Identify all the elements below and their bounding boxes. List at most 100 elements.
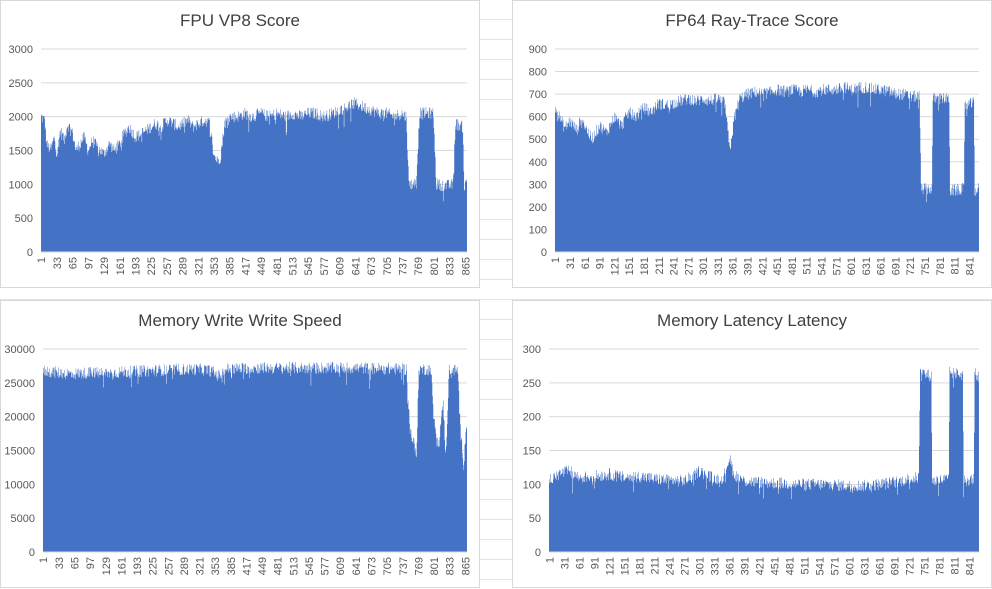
x-tick: 1: [550, 257, 562, 263]
x-tick: 61: [574, 557, 586, 569]
x-tick: 541: [817, 257, 829, 275]
x-tick: 321: [193, 257, 205, 275]
x-tick: 781: [935, 257, 947, 275]
x-tick-label: 417: [242, 557, 254, 575]
x-tick-label: 601: [846, 257, 858, 275]
x-tick-label: 385: [226, 557, 238, 575]
chart-fpu-vp8[interactable]: 0 500 1000 1500 2000 2500 3000 1 33 65 97 129 161 193…: [0, 0, 480, 288]
y-tick-label: 500: [529, 134, 547, 146]
x-tick-label: 737: [398, 257, 410, 275]
x-tick: 193: [132, 557, 144, 575]
x-tick: 609: [335, 257, 347, 275]
x-tick-label: 33: [54, 557, 66, 569]
x-tick: 421: [754, 557, 766, 575]
y-tick-label: 0: [535, 547, 541, 559]
x-tick: 449: [257, 557, 269, 575]
chart-memory-latency-plot: 0 50 100 150 200 250 300 1 31 61 91 121 151 181 211 241…: [523, 344, 979, 575]
x-tick-label: 257: [162, 257, 174, 275]
x-tick-label: 541: [814, 557, 826, 575]
x-tick-label: 421: [754, 557, 766, 575]
x-tick: 417: [242, 557, 254, 575]
x-tick-label: 577: [319, 257, 331, 275]
x-tick: 449: [256, 257, 268, 275]
x-tick: 513: [288, 557, 300, 575]
chart-memory-write[interactable]: 0 5000 10000 15000 20000 25000 30000 1 33 65 97 129…: [0, 300, 480, 588]
x-tick-label: 289: [178, 257, 190, 275]
x-tick: 181: [634, 557, 646, 575]
x-tick: 91: [595, 257, 607, 269]
x-tick: 289: [179, 557, 191, 575]
y-tick-label: 1000: [9, 179, 33, 191]
x-tick: 65: [70, 557, 82, 569]
x-tick-label: 1: [550, 257, 562, 263]
x-tick-label: 181: [634, 557, 646, 575]
x-tick-label: 65: [70, 557, 82, 569]
x-tick: 811: [949, 557, 961, 575]
chart-title: Memory Latency Latency: [657, 311, 847, 330]
x-tick: 241: [669, 257, 681, 275]
x-tick-label: 33: [52, 257, 64, 269]
x-tick-label: 705: [382, 257, 394, 275]
x-tick: 257: [162, 257, 174, 275]
y-tick-label: 10000: [4, 479, 35, 491]
series-bars: [549, 366, 979, 552]
x-tick: 361: [724, 557, 736, 575]
x-tick-label: 421: [757, 257, 769, 275]
x-tick-label: 193: [132, 557, 144, 575]
x-tick-label: 151: [619, 557, 631, 575]
x-tick: 33: [52, 257, 64, 269]
x-tick-label: 705: [382, 557, 394, 575]
x-tick-label: 841: [964, 557, 976, 575]
x-tick-label: 609: [335, 557, 347, 575]
x-tick: 33: [54, 557, 66, 569]
x-tick-label: 673: [366, 257, 378, 275]
x-tick-label: 833: [445, 257, 457, 275]
x-tick-label: 449: [257, 557, 269, 575]
x-tick: 129: [99, 257, 111, 275]
x-tick-label: 161: [116, 557, 128, 575]
x-tick-label: 513: [288, 257, 300, 275]
x-tick: 331: [713, 257, 725, 275]
x-tick-label: 641: [350, 257, 362, 275]
x-tick-label: 417: [240, 257, 252, 275]
x-tick: 481: [273, 557, 285, 575]
x-tick-label: 121: [609, 257, 621, 275]
x-tick: 257: [163, 557, 175, 575]
x-tick: 673: [367, 557, 379, 575]
x-tick: 751: [920, 257, 932, 275]
x-tick-label: 353: [209, 257, 221, 275]
x-tick-label: 631: [859, 557, 871, 575]
x-tick-label: 661: [876, 257, 888, 275]
series-bars: [43, 361, 467, 552]
series-bars: [41, 97, 467, 252]
x-tick: 211: [649, 557, 661, 575]
x-tick-label: 321: [193, 257, 205, 275]
x-tick-label: 211: [654, 257, 666, 275]
x-tick: 121: [604, 557, 616, 575]
x-tick-label: 513: [288, 557, 300, 575]
y-tick-label: 25000: [4, 378, 35, 390]
x-tick-label: 129: [99, 257, 111, 275]
x-tick: 705: [382, 257, 394, 275]
x-tick-label: 737: [398, 557, 410, 575]
x-tick: 1: [36, 257, 48, 263]
x-tick-label: 61: [580, 257, 592, 269]
x-tick: 391: [739, 557, 751, 575]
x-tick-label: 353: [210, 557, 222, 575]
x-tick: 451: [772, 257, 784, 275]
x-tick: 609: [335, 557, 347, 575]
x-tick: 833: [445, 257, 457, 275]
x-tick-label: 811: [950, 257, 962, 275]
x-tick-label: 641: [351, 557, 363, 575]
chart-fp64-raytrace[interactable]: 0 100 200 300 400 500 600 700 800 900 1 31 61 91 121 15…: [512, 0, 992, 288]
chart-memory-latency[interactable]: 0 50 100 150 200 250 300 1 31 61 91 121 151 181 211 241…: [512, 300, 992, 588]
x-tick: 511: [802, 257, 814, 275]
x-tick: 65: [68, 257, 80, 269]
x-tick-label: 541: [817, 257, 829, 275]
x-tick: 737: [398, 257, 410, 275]
x-tick: 833: [445, 557, 457, 575]
x-tick: 129: [101, 557, 113, 575]
x-tick-label: 181: [639, 257, 651, 275]
x-tick: 865: [460, 557, 472, 575]
x-tick: 781: [934, 557, 946, 575]
